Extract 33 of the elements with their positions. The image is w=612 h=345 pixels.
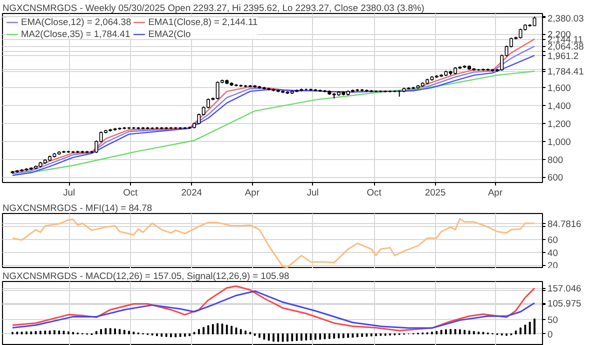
y-tick-label: 2,380.03 [548,13,584,24]
x-tick-label: Jul [63,188,76,198]
x-tick-label: Oct [366,188,382,198]
chart-title: NGXCNSMRGDS - Weekly 05/30/2025 Open 2293.27, Hi 2395.62, Lo 2293.27, Close 2380.03 (3.8%) [2,3,424,13]
y-tick-label: 84.7816 [548,218,582,229]
legend-label: MA2(Close,35) = 1,784.41 [21,29,130,39]
y-tick-label: 40 [548,248,558,258]
y-tick-label: 157.046 [548,284,582,294]
y-tick-label: 1,600 [548,83,571,94]
x-tick-label: Oct [123,188,138,198]
y-tick-label: 60 [548,234,558,245]
line-series [12,218,536,268]
y-tick-label: 105.975 [548,298,582,309]
y-tick-label: 1,000 [548,136,571,147]
y-tick-label: 2,064.38 [548,42,584,52]
legend-label: EMA2(Clo [148,29,191,39]
chart-title: NGXCNSMRGDS - MFI(14) = 84.78 [2,203,152,213]
x-tick-label: Apr [244,188,260,198]
y-tick-label: 1,400 [548,101,571,112]
y-tick-label: 1,961.2 [548,50,579,61]
y-tick-label: 1,784.41 [548,66,584,77]
y-tick-label: 1,200 [548,118,571,129]
x-tick-label: 2024 [181,188,202,198]
y-tick-label: 600 [548,172,564,183]
legend-label: EMA(Close,12) = 2,064.38 [21,17,132,27]
x-tick-label: Jul [306,188,319,198]
x-tick-label: 2025 [424,188,446,198]
y-tick-label: 0 [548,329,553,340]
y-tick-label: 50 [548,314,558,325]
x-tick-label: Apr [488,188,502,198]
legend-label: EMA1(Close,8) = 2,144.11 [148,17,258,27]
chart-title: NGXCNSMRGDS - MACD(12,26) = 157.05, Signal(12,26,9) = 105.98 [2,271,290,281]
y-tick-label: 800 [548,154,564,165]
